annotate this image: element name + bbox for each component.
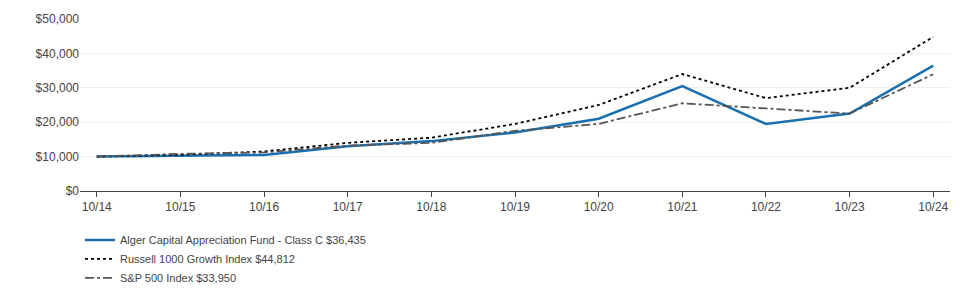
svg-text:10/17: 10/17 [333, 200, 363, 214]
svg-text:10/18: 10/18 [416, 200, 446, 214]
svg-text:$30,000: $30,000 [36, 81, 80, 95]
svg-text:Alger Capital Appreciation Fun: Alger Capital Appreciation Fund - Class … [120, 234, 366, 246]
svg-text:10/14: 10/14 [82, 200, 112, 214]
svg-text:10/19: 10/19 [500, 200, 530, 214]
svg-text:10/15: 10/15 [165, 200, 195, 214]
svg-text:S&P 500 Index $33,950: S&P 500 Index $33,950 [120, 272, 236, 284]
svg-text:$10,000: $10,000 [36, 150, 80, 164]
svg-text:10/20: 10/20 [584, 200, 614, 214]
svg-text:10/21: 10/21 [667, 200, 697, 214]
svg-text:$20,000: $20,000 [36, 115, 80, 129]
svg-text:$50,000: $50,000 [36, 12, 80, 26]
svg-text:10/23: 10/23 [835, 200, 865, 214]
svg-text:10/16: 10/16 [249, 200, 279, 214]
svg-text:Russell 1000 Growth Index $44,: Russell 1000 Growth Index $44,812 [120, 253, 295, 265]
svg-text:10/22: 10/22 [751, 200, 781, 214]
svg-text:$0: $0 [66, 184, 80, 198]
svg-text:$40,000: $40,000 [36, 47, 80, 61]
svg-text:10/24: 10/24 [918, 200, 948, 214]
